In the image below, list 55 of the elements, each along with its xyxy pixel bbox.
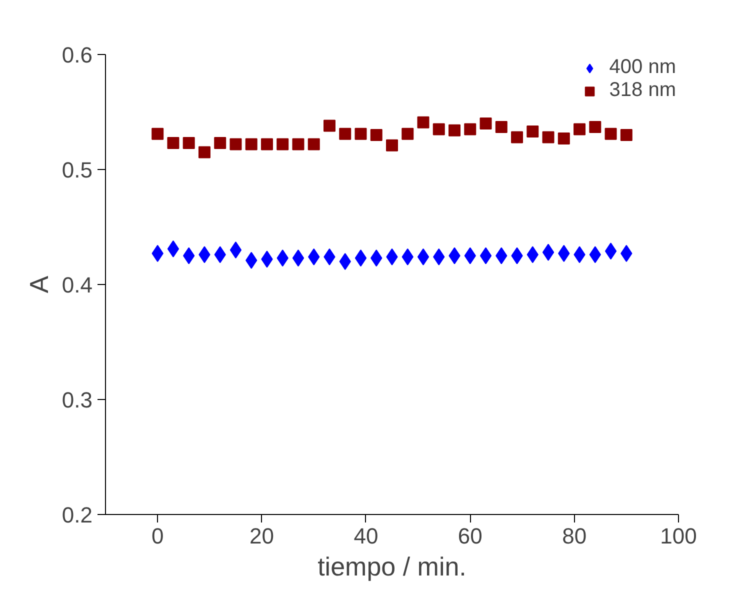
- point: [402, 128, 414, 140]
- point: [480, 118, 492, 130]
- y-tick-label: 0.5: [62, 158, 93, 182]
- point: [589, 120, 602, 133]
- point: [620, 129, 632, 141]
- x-tick-label: 60: [458, 524, 482, 548]
- legend-label: 318 nm: [609, 79, 676, 102]
- point: [417, 116, 430, 128]
- x-axis-title: tiempo / min.: [318, 552, 466, 582]
- point: [292, 138, 304, 150]
- x-tick-label: 20: [250, 524, 274, 548]
- point: [511, 131, 524, 144]
- point: [339, 253, 351, 270]
- point: [448, 124, 461, 136]
- point: [167, 240, 180, 258]
- point: [558, 132, 570, 144]
- y-tick-label: 0.6: [62, 42, 93, 68]
- y-tick-label: 0.3: [62, 388, 93, 412]
- y-tick-label: 0.4: [62, 272, 93, 298]
- point: [182, 137, 195, 150]
- point: [167, 137, 180, 150]
- point: [370, 129, 382, 141]
- point: [604, 128, 617, 140]
- point: [354, 250, 367, 267]
- point: [260, 138, 273, 150]
- point: [574, 123, 586, 136]
- point: [152, 128, 164, 140]
- point: [417, 248, 430, 266]
- x-tick-label: 40: [354, 524, 378, 548]
- point: [214, 137, 226, 150]
- point: [495, 120, 508, 133]
- point: [245, 138, 258, 150]
- point: [339, 128, 352, 140]
- point: [526, 126, 539, 138]
- point: [464, 123, 476, 136]
- point: [542, 244, 554, 261]
- legend-label: 400 nm: [609, 56, 676, 79]
- x-tick-label: 80: [562, 524, 587, 548]
- point: [480, 247, 492, 264]
- point: [276, 138, 289, 150]
- y-axis-title: A: [24, 275, 54, 294]
- point: [386, 139, 398, 152]
- x-tick-label: 0: [151, 524, 164, 548]
- point: [323, 120, 336, 132]
- point: [604, 242, 617, 260]
- point: [308, 138, 320, 150]
- point: [354, 128, 367, 140]
- x-tick-label: 100: [660, 524, 697, 548]
- point: [432, 123, 445, 136]
- point: [542, 131, 554, 144]
- point: [230, 138, 242, 150]
- y-tick-label: 0.2: [62, 502, 93, 528]
- point: [198, 146, 210, 158]
- point: [230, 242, 242, 258]
- point: [292, 250, 304, 267]
